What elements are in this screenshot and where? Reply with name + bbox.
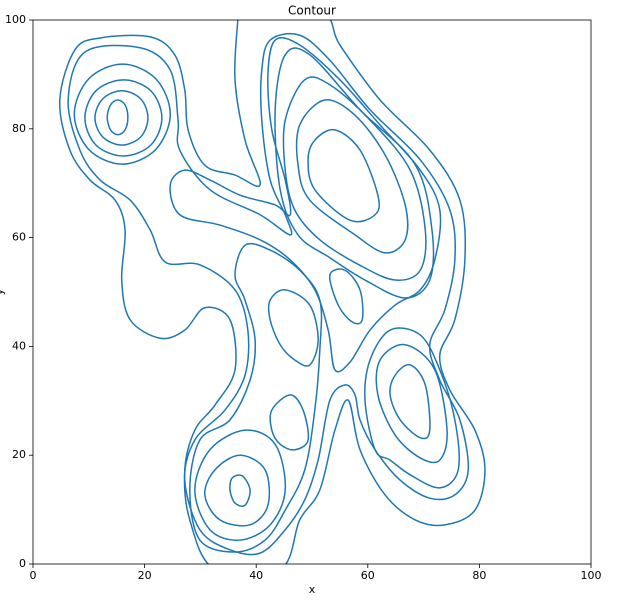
chart-title: Contour xyxy=(288,4,336,18)
contour-line xyxy=(67,33,470,556)
contour-group xyxy=(59,20,486,564)
contour-line xyxy=(274,47,435,299)
contour-line xyxy=(364,327,460,489)
x-tick-label: 60 xyxy=(361,569,375,582)
x-tick-label: 0 xyxy=(30,569,37,582)
y-tick-label: 0 xyxy=(19,557,26,570)
contour-line xyxy=(94,89,149,146)
contour-line xyxy=(328,268,364,325)
contour-line xyxy=(106,99,129,136)
x-axis-label: x xyxy=(309,583,316,596)
contour-line xyxy=(389,363,431,440)
y-tick-label: 20 xyxy=(12,448,26,461)
x-tick-label: 100 xyxy=(581,569,602,582)
contour-line xyxy=(189,242,323,553)
y-tick-label: 40 xyxy=(12,339,26,352)
y-tick-label: 80 xyxy=(12,122,26,135)
contour-line xyxy=(269,394,310,451)
contour-line xyxy=(307,128,381,223)
contour-line xyxy=(84,79,163,157)
contour-line xyxy=(59,20,486,564)
x-tick-label: 20 xyxy=(138,569,152,582)
contour-line xyxy=(267,289,319,367)
contour-line xyxy=(295,99,409,254)
contour-line xyxy=(73,63,172,165)
contour-line xyxy=(204,454,271,527)
y-axis-label: y xyxy=(0,288,6,295)
contour-line xyxy=(194,429,287,541)
x-tick-label: 80 xyxy=(472,569,486,582)
plot-frame xyxy=(32,19,592,565)
y-tick-label: 60 xyxy=(12,231,26,244)
x-tick-label: 40 xyxy=(249,569,263,582)
contour-line xyxy=(229,474,251,507)
y-tick-label: 100 xyxy=(5,13,26,26)
contour-line xyxy=(375,343,448,464)
contour-line xyxy=(282,76,427,281)
